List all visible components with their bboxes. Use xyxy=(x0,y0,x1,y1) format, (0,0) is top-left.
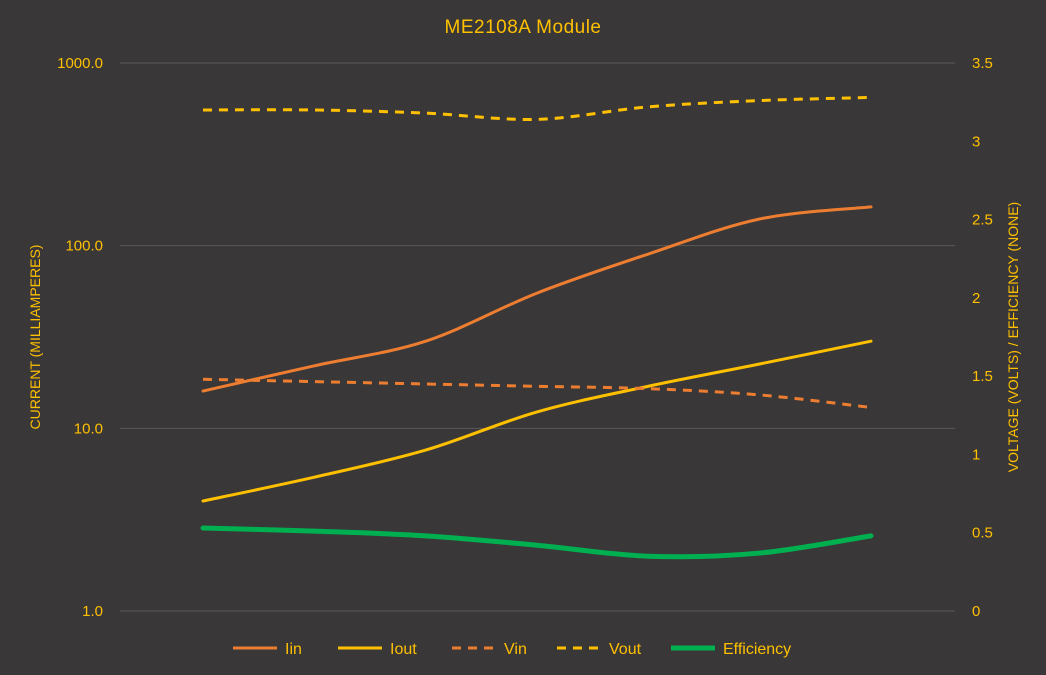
right-tick-label: 3.5 xyxy=(972,55,993,72)
left-tick-label: 1000.0 xyxy=(57,55,103,72)
legend-item-efficiency: Efficiency xyxy=(671,641,791,658)
series-line-vout xyxy=(202,95,872,121)
gridlines xyxy=(120,62,955,612)
series-line-iout xyxy=(201,339,873,503)
legend-item-vout: Vout xyxy=(557,641,642,658)
legend-item-vin: Vin xyxy=(452,641,527,658)
legend: Iin Iout Vin Vout Efficiency xyxy=(233,641,791,658)
right-tick-label: 2.5 xyxy=(972,212,993,229)
right-tick-label: 1.5 xyxy=(972,368,993,385)
right-tick-label: 3 xyxy=(972,133,980,150)
legend-label: Vin xyxy=(504,641,527,658)
right-tick-label: 2 xyxy=(972,290,980,307)
legend-label: Vout xyxy=(609,641,642,658)
right-tick-label: 1 xyxy=(972,446,980,463)
right-tick-label: 0.5 xyxy=(972,525,993,542)
legend-item-iin: Iin xyxy=(233,641,302,658)
series-line-vin xyxy=(202,377,872,409)
left-axis-ticks: 1.0 10.0 100.0 1000.0 xyxy=(57,55,103,620)
series-line-efficiency xyxy=(200,525,874,560)
right-axis-label: VOLTAGE (VOLTS) / EFFICIENCY (NONE) xyxy=(1005,202,1021,472)
left-tick-label: 10.0 xyxy=(74,420,103,437)
series-lines xyxy=(200,95,874,560)
left-tick-label: 100.0 xyxy=(65,238,103,255)
legend-item-iout: Iout xyxy=(338,641,417,658)
right-axis-ticks: 0 0.5 1 1.5 2 2.5 3 3.5 xyxy=(972,55,993,620)
right-tick-label: 0 xyxy=(972,603,980,620)
legend-label: Iout xyxy=(390,641,417,658)
legend-label: Efficiency xyxy=(723,641,791,658)
left-tick-label: 1.0 xyxy=(82,603,103,620)
legend-label: Iin xyxy=(285,641,302,658)
chart-title: ME2108A Module xyxy=(445,17,602,38)
series-line-iin xyxy=(201,205,873,393)
left-axis-label: CURRENT (MILLIAMPERES) xyxy=(27,245,43,430)
